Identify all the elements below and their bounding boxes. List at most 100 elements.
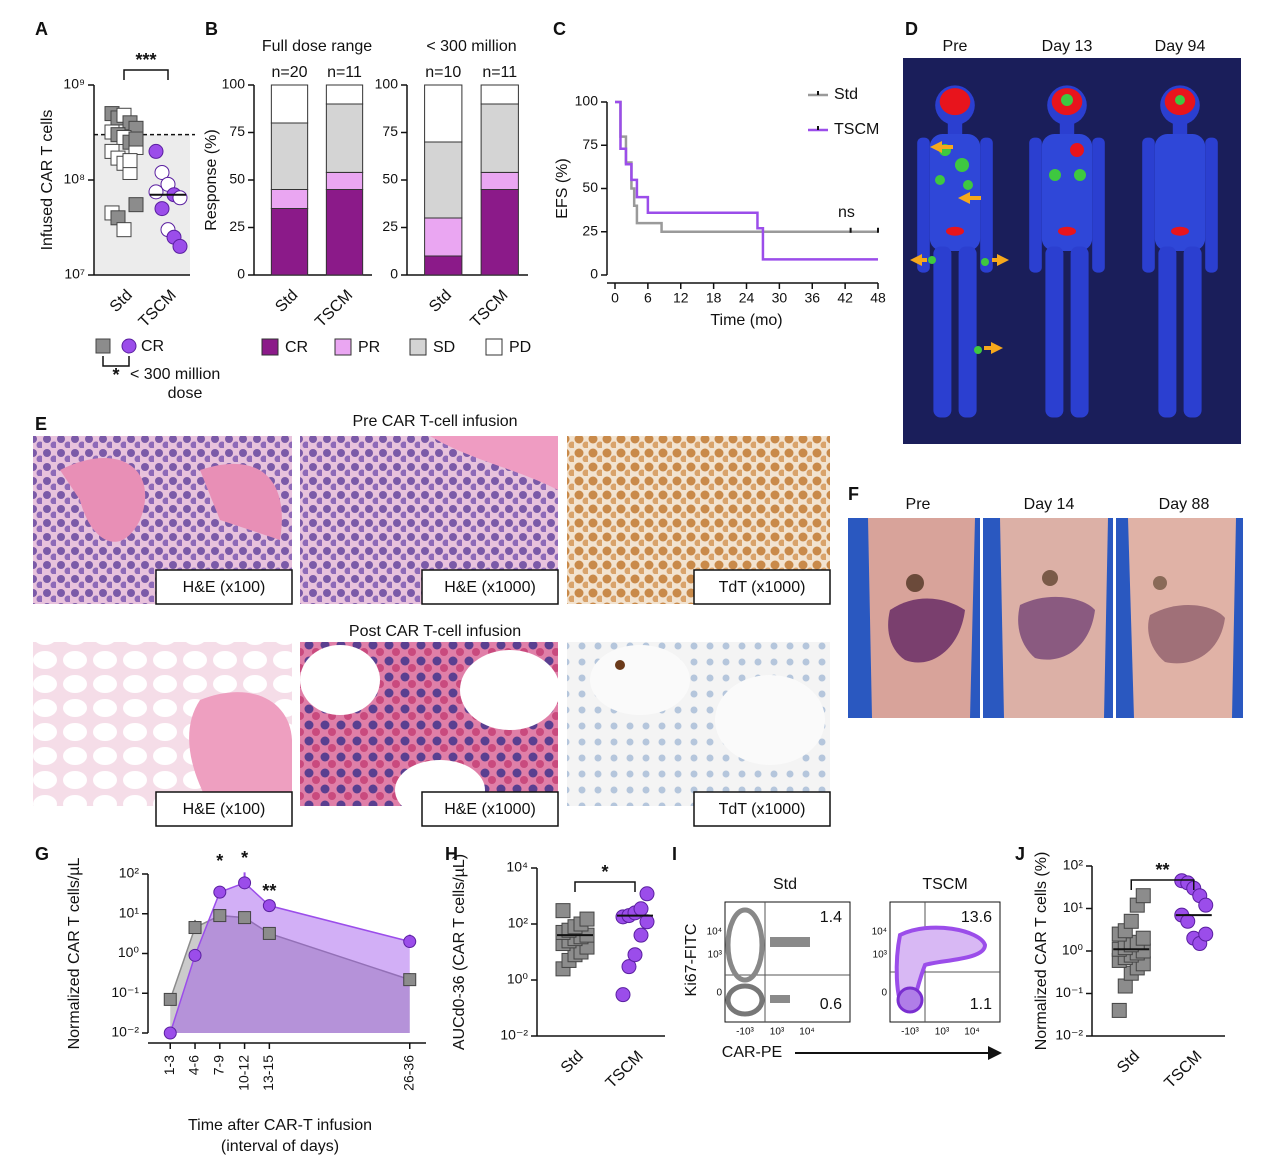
caption: H&E (x1000) (444, 801, 536, 818)
x-tick-label: Std (1114, 1048, 1143, 1077)
data-point (116, 222, 132, 238)
data-point (154, 164, 170, 180)
caption: TdT (x1000) (719, 579, 806, 596)
panel-label: E (35, 414, 47, 434)
caption-box (155, 791, 293, 827)
data-point (615, 987, 631, 1003)
scan-title: Day 13 (1042, 38, 1093, 55)
plot-title: TSCM (922, 876, 967, 893)
area (170, 882, 410, 1033)
legend-swatch (334, 338, 352, 356)
x-tick-label: 0 (611, 290, 619, 306)
arrows (910, 141, 1009, 354)
y-tick-label: 10⁰ (507, 971, 529, 987)
data-point (128, 131, 144, 147)
scan-title: Day 94 (1155, 38, 1206, 55)
x-axis-label: Time after CAR-T infusion (188, 1117, 372, 1134)
y-tick-label: 25 (229, 218, 245, 234)
y-axis-label: EFS (%) (554, 158, 571, 218)
x-tick-label: 48 (870, 290, 886, 306)
y-axis-label: Ki67-FITC (683, 924, 700, 997)
x-tick-label: TSCM (136, 287, 180, 331)
y-tick-label: 0 (590, 266, 598, 282)
legend-label: TSCM (834, 121, 879, 138)
quadrant-value: 1.1 (970, 996, 992, 1013)
data-point (262, 899, 276, 913)
section-title: Post CAR T-cell infusion (349, 623, 521, 640)
y-tick-label: 0 (716, 988, 722, 999)
panel-label: F (848, 484, 859, 504)
data-point (163, 992, 177, 1006)
y-tick-label: 10³ (708, 950, 723, 961)
data-point (172, 238, 188, 254)
x-tick-label: 13-15 (260, 1055, 276, 1091)
data-point (213, 885, 227, 899)
x-tick-label: 7-9 (211, 1055, 227, 1075)
y-tick-label: 0 (390, 266, 398, 282)
legend-label: PD (509, 339, 531, 356)
fat-vacuole (715, 675, 825, 765)
data-point (1135, 888, 1151, 904)
data-point (1198, 897, 1214, 913)
x-tick-label: 10⁴ (964, 1027, 979, 1038)
significance-label: * (241, 848, 248, 868)
y-tick-label: 100 (222, 76, 246, 92)
bone-trabecula (189, 692, 292, 806)
axis-arrow-head (988, 1046, 1002, 1060)
chart-title: Full dose range (262, 38, 372, 55)
significance-label: *** (135, 50, 156, 70)
bar-segment (480, 189, 519, 276)
x-tick-label: TSCM (312, 287, 356, 331)
data-point (163, 1026, 177, 1040)
bar-segment (424, 217, 463, 257)
flow-plot (724, 901, 851, 1023)
data-point (639, 886, 655, 902)
x-tick-label: TSCM (467, 287, 511, 331)
y-tick-label: 10¹ (119, 904, 140, 920)
panel-label: H (445, 844, 458, 864)
y-tick-label: 10⁴ (707, 927, 722, 938)
y-tick-label: 75 (382, 123, 398, 139)
flow-plot (889, 901, 1001, 1023)
data-point (238, 876, 252, 890)
caption: H&E (x100) (183, 801, 266, 818)
data-point (213, 909, 227, 923)
bar-segment (270, 208, 309, 276)
y-tick-label: 10¹ (1063, 899, 1084, 915)
skin-photo (1116, 518, 1243, 718)
data-point (403, 935, 417, 949)
y-tick-label: 75 (229, 123, 245, 139)
bar-segment (480, 84, 519, 105)
legend-label: Std (834, 86, 858, 103)
panel-label: A (35, 19, 48, 39)
x-tick-label: 26-36 (400, 1055, 416, 1091)
chart-title: < 300 million (426, 38, 516, 55)
plot-title: Std (773, 876, 797, 893)
x-tick-label: Std (426, 287, 455, 316)
x-tick-label: 10³ (935, 1027, 950, 1038)
y-tick-label: 10⁰ (1062, 942, 1084, 958)
y-tick-label: 50 (229, 171, 245, 187)
x-tick-label: Std (107, 287, 136, 316)
y-tick-label: 10² (119, 865, 140, 881)
x-tick-label: 4-6 (186, 1055, 202, 1075)
data-point (1135, 930, 1151, 946)
significance-bracket (123, 69, 169, 80)
legend-label: CR (285, 339, 308, 356)
y-tick-label: 10³ (873, 950, 888, 961)
section-title: Pre CAR T-cell infusion (352, 413, 517, 430)
y-axis-label: Infused CAR T cells (39, 110, 56, 251)
legend-marker (95, 338, 111, 354)
panel-label: J (1015, 844, 1025, 864)
y-tick-label: 10⁻¹ (111, 984, 139, 1000)
caption: TdT (x1000) (719, 801, 806, 818)
y-tick-label: 50 (582, 179, 598, 195)
data-point (633, 927, 649, 943)
line (169, 914, 410, 1000)
x-axis-label: CAR-PE (722, 1044, 782, 1061)
legend-label: CR (141, 338, 164, 355)
y-tick-label: 100 (575, 93, 599, 109)
y-tick-label: 10⁸ (64, 171, 86, 187)
y-axis-label: Response (%) (203, 129, 220, 230)
pet-uptake (1070, 143, 1084, 157)
